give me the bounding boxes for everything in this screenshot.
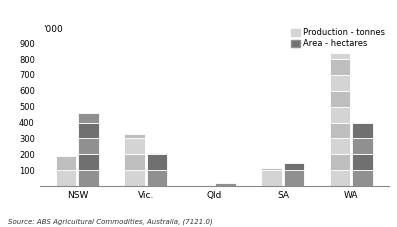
Text: Source: ABS Agricultural Commodities, Australia, (7121.0): Source: ABS Agricultural Commodities, Au… <box>8 218 213 225</box>
Bar <box>193 185 213 186</box>
Bar <box>330 154 351 170</box>
Bar <box>330 107 351 123</box>
Bar <box>353 154 373 170</box>
Bar <box>78 113 99 123</box>
Bar <box>330 123 351 138</box>
Bar <box>330 53 351 59</box>
Bar <box>147 154 168 170</box>
Bar <box>330 59 351 75</box>
Bar <box>124 138 145 154</box>
Bar <box>147 153 168 154</box>
Bar <box>284 163 304 170</box>
Bar <box>78 123 99 138</box>
Bar <box>147 170 168 186</box>
Bar <box>56 156 76 170</box>
Bar <box>330 138 351 154</box>
Bar <box>261 170 282 186</box>
Bar <box>78 170 99 186</box>
Bar <box>216 183 236 186</box>
Bar <box>56 170 76 186</box>
Bar <box>353 123 373 138</box>
Bar <box>78 154 99 170</box>
Bar <box>78 138 99 154</box>
Bar <box>330 170 351 186</box>
Bar <box>353 138 373 154</box>
Text: '000: '000 <box>43 25 63 34</box>
Bar <box>124 170 145 186</box>
Bar <box>330 75 351 91</box>
Bar <box>353 170 373 186</box>
Bar <box>284 170 304 186</box>
Bar <box>124 134 145 138</box>
Bar <box>261 168 282 170</box>
Bar <box>330 91 351 107</box>
Bar <box>124 154 145 170</box>
Legend: Production - tonnes, Area - hectares: Production - tonnes, Area - hectares <box>291 28 385 48</box>
